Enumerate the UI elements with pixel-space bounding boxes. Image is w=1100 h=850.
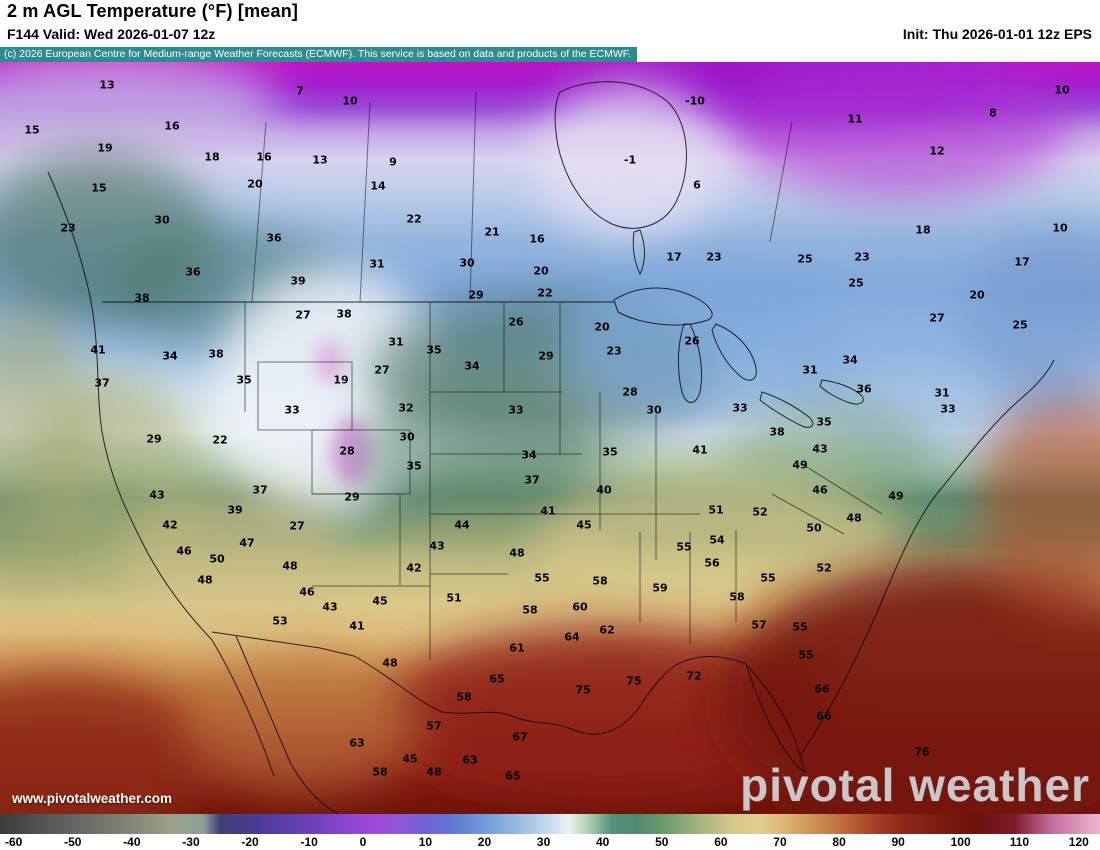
- colorbar-tick: -60: [5, 835, 23, 849]
- colorbar-gradient: [0, 814, 1100, 834]
- colorbar-tick: 80: [832, 835, 846, 849]
- colorbar-tick: -10: [300, 835, 318, 849]
- init-time-label: Init: Thu 2026-01-01 12z EPS: [902, 26, 1092, 42]
- colorbar-tick: -20: [241, 835, 259, 849]
- colorbar-tick: 110: [1009, 835, 1030, 849]
- map-canvas[interactable]: www.pivotalweather.com pivotal weather: [0, 62, 1100, 814]
- temperature-field-svg: [0, 62, 1100, 814]
- colorbar-tick: 90: [891, 835, 905, 849]
- header-subrow: F144 Valid: Wed 2026-01-07 12z Init: Thu…: [7, 26, 1092, 42]
- colorbar: -60 -50 -40 -30 -20 -10 0 10 20 30 40 50 60 70 80 90 100…: [0, 814, 1100, 850]
- website-watermark: www.pivotalweather.com: [12, 791, 173, 806]
- colorbar-tick: 50: [655, 835, 669, 849]
- colorbar-tick: 120: [1068, 835, 1089, 849]
- colorbar-tick: 100: [950, 835, 971, 849]
- colorbar-tick: 40: [596, 835, 610, 849]
- colorbar-tick: 10: [418, 835, 433, 849]
- colorbar-tick: 20: [477, 835, 492, 849]
- valid-time-label: F144 Valid: Wed 2026-01-07 12z: [7, 26, 216, 42]
- colorbar-tick: 0: [359, 835, 367, 849]
- map-title: 2 m AGL Temperature (°F) [mean]: [7, 1, 299, 21]
- coastline-borders: [47, 81, 1055, 814]
- state-borders: [244, 302, 883, 660]
- regional-temperature-blobs: [0, 62, 1100, 814]
- copyright-bar: (c) 2026 European Centre for Medium-rang…: [0, 47, 637, 62]
- colorbar-tick: 70: [773, 835, 787, 849]
- colorbar-tick: 30: [536, 835, 551, 849]
- pivotal-weather-logo: pivotal weather: [740, 759, 1090, 811]
- header: 2 m AGL Temperature (°F) [mean] F144 Val…: [0, 0, 1100, 46]
- colorbar-tick: -50: [64, 835, 82, 849]
- colorbar-tick: 60: [714, 835, 728, 849]
- colorbar-ticks: -60 -50 -40 -30 -20 -10 0 10 20 30 40 50 60 70 80 90 100…: [0, 834, 1100, 850]
- colorbar-tick: -40: [123, 835, 141, 849]
- colorbar-tick: -30: [182, 835, 200, 849]
